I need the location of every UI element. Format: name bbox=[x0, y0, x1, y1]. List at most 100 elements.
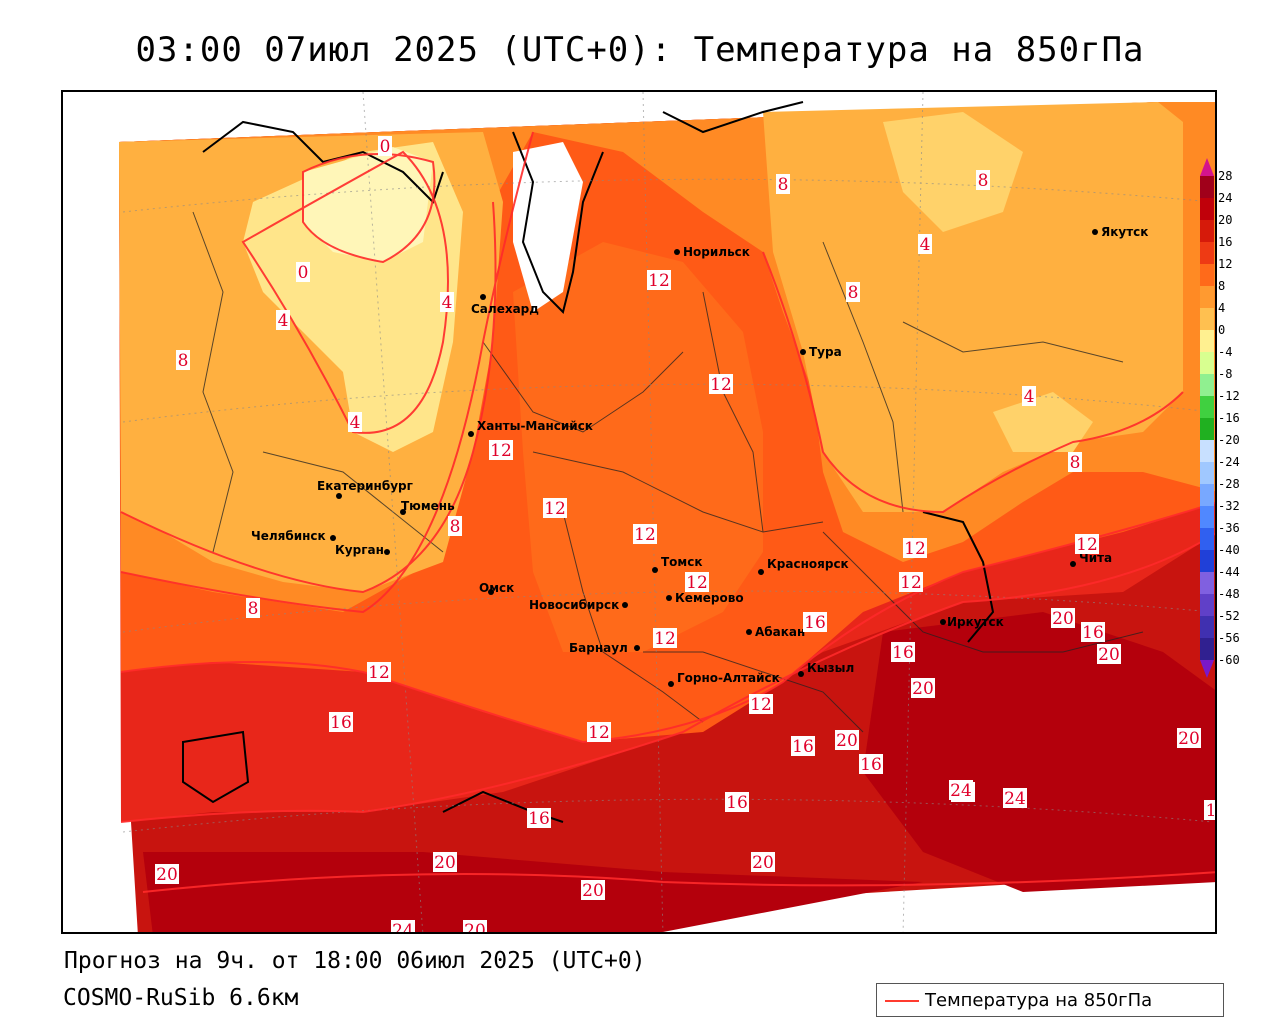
isotherm-label: 12 bbox=[749, 694, 773, 715]
city-marker: Барнаул bbox=[569, 641, 640, 655]
colorbar-swatch bbox=[1200, 396, 1214, 418]
city-dot bbox=[1070, 561, 1076, 567]
isotherm-label-box bbox=[1177, 728, 1201, 748]
field-hot-south bbox=[143, 852, 923, 932]
city-label: Кызыл bbox=[807, 661, 854, 675]
isotherm-label: 12 bbox=[653, 628, 677, 649]
city-label: Якутск bbox=[1101, 225, 1148, 239]
city-label: Омск bbox=[479, 581, 514, 595]
isotherm-label-box bbox=[155, 864, 179, 884]
isotherm-label-box bbox=[391, 920, 415, 932]
colorbar-tick-label: -60 bbox=[1218, 653, 1240, 667]
colorbar-tick-label: 16 bbox=[1218, 235, 1232, 249]
colorbar-swatch bbox=[1200, 198, 1214, 220]
city-dot bbox=[384, 549, 390, 555]
isotherm-label: 24 bbox=[949, 780, 973, 801]
city-dot bbox=[666, 595, 672, 601]
isotherm-label-text: 12 bbox=[750, 695, 772, 715]
colorbar-swatch bbox=[1200, 616, 1214, 638]
isotherm-label-text: 20 bbox=[434, 853, 456, 873]
colorbar-swatch bbox=[1200, 264, 1214, 286]
isotherm-label-text: 20 bbox=[1178, 729, 1200, 749]
isotherm-label-box bbox=[489, 440, 513, 460]
grid-lines bbox=[122, 92, 1214, 932]
isotherm-label-box bbox=[296, 262, 310, 282]
isotherm-label: 16 bbox=[791, 736, 815, 757]
city-marker: Кемерово bbox=[666, 591, 744, 605]
city-dot bbox=[634, 645, 640, 651]
isotherm-label-box bbox=[1097, 644, 1121, 664]
isotherm-label-text: 8 bbox=[1070, 453, 1081, 473]
isotherm-label: 16 bbox=[1081, 622, 1105, 643]
city-marker: Абакан bbox=[746, 625, 805, 639]
isotherm-label-text: 12 bbox=[904, 539, 926, 559]
city-label: Барнаул bbox=[569, 641, 628, 655]
colorbar-tick-label: 24 bbox=[1218, 191, 1232, 205]
colorbar-swatch bbox=[1200, 308, 1214, 330]
isotherm-label-text: 20 bbox=[464, 921, 486, 934]
colorbar-bottom-arrow bbox=[1200, 660, 1214, 678]
city-dot bbox=[800, 349, 806, 355]
isotherm-label-box bbox=[903, 538, 927, 558]
isotherm-label-box bbox=[891, 642, 915, 662]
isotherm-label: 16 bbox=[803, 612, 827, 633]
colorbar-swatches bbox=[1200, 158, 1214, 678]
isotherm-label-box bbox=[1022, 386, 1036, 406]
isotherm-label: 12 bbox=[709, 374, 733, 395]
isotherm-label-text: 24 bbox=[950, 781, 972, 801]
field-warm-tongue bbox=[513, 242, 763, 652]
isotherm-label-text: 8 bbox=[978, 171, 989, 191]
isotherm-label-text: 8 bbox=[778, 175, 789, 195]
city-marker: Курган bbox=[335, 543, 390, 557]
isotherm-label: 4 bbox=[440, 292, 454, 313]
isotherm-label: 16 bbox=[725, 792, 749, 813]
city-marker: Кызыл bbox=[798, 661, 854, 677]
isotherm-label-text: 20 bbox=[582, 881, 604, 901]
isotherm-label: 12 bbox=[543, 498, 567, 519]
isotherm-label-text: 20 bbox=[156, 865, 178, 885]
isotherm-label-text: 12 bbox=[588, 723, 610, 743]
isotherm-label-box bbox=[949, 780, 973, 800]
isotherm-label-box bbox=[1204, 800, 1215, 820]
isotherm-label: 8 bbox=[176, 350, 190, 371]
isotherm-label-box bbox=[791, 736, 815, 756]
city-marker: Красноярск bbox=[758, 557, 849, 575]
isotherm-label-box bbox=[463, 920, 487, 932]
isotherm-label: 12 bbox=[1075, 534, 1099, 555]
isotherm-label-text: 4 bbox=[278, 311, 289, 331]
water-lake bbox=[182, 730, 250, 804]
colorbar-ticks: 28 24 20 16 12 8 4 0 -4 -8 -12 -16 -20 -24 -28 -32 -36 -4… bbox=[1218, 169, 1240, 667]
city-label: Курган bbox=[335, 543, 384, 557]
legend-label: Температура на 850гПа bbox=[925, 990, 1153, 1011]
isotherm-label: 12 bbox=[647, 270, 671, 291]
colorbar-swatch bbox=[1200, 594, 1214, 616]
isotherm-label-box bbox=[725, 792, 749, 812]
isotherm-label: 1 bbox=[1204, 800, 1215, 821]
isotherm-label-text: 0 bbox=[298, 263, 309, 283]
field-hot-east bbox=[863, 612, 1215, 892]
isotherm-label-box bbox=[1075, 534, 1099, 554]
city-label: Ханты-Мансийск bbox=[477, 419, 593, 433]
colorbar-swatch bbox=[1200, 330, 1214, 352]
isotherm-label-text: 16 bbox=[804, 613, 826, 633]
colorbar-tick-label: -44 bbox=[1218, 565, 1240, 579]
isotherm-label: 8 bbox=[448, 516, 462, 537]
isotherm-label-text: 4 bbox=[1024, 387, 1035, 407]
isotherm-label: 20 bbox=[751, 852, 775, 873]
isotherm-label-box bbox=[527, 808, 551, 828]
isotherm-label-text: 20 bbox=[836, 731, 858, 751]
isotherm-label-box bbox=[276, 310, 290, 330]
colorbar-swatch bbox=[1200, 550, 1214, 572]
isotherm-label-box bbox=[835, 730, 859, 750]
legend: Температура на 850гПа bbox=[876, 983, 1224, 1017]
forecast-info: Прогноз на 9ч. от 18:00 06июл 2025 (UTC+… bbox=[64, 948, 646, 974]
city-label: Абакан bbox=[755, 625, 805, 639]
city-marker: Чита bbox=[1070, 551, 1112, 567]
colorbar-swatch bbox=[1200, 638, 1214, 660]
isotherm-label: 16 bbox=[859, 754, 883, 775]
city-dot bbox=[468, 431, 474, 437]
city-marker: Якутск bbox=[1092, 225, 1148, 239]
isotherm-label-box bbox=[1051, 608, 1075, 628]
colorbar-top-arrow bbox=[1200, 158, 1214, 176]
isotherm-label: 20 bbox=[155, 864, 179, 885]
